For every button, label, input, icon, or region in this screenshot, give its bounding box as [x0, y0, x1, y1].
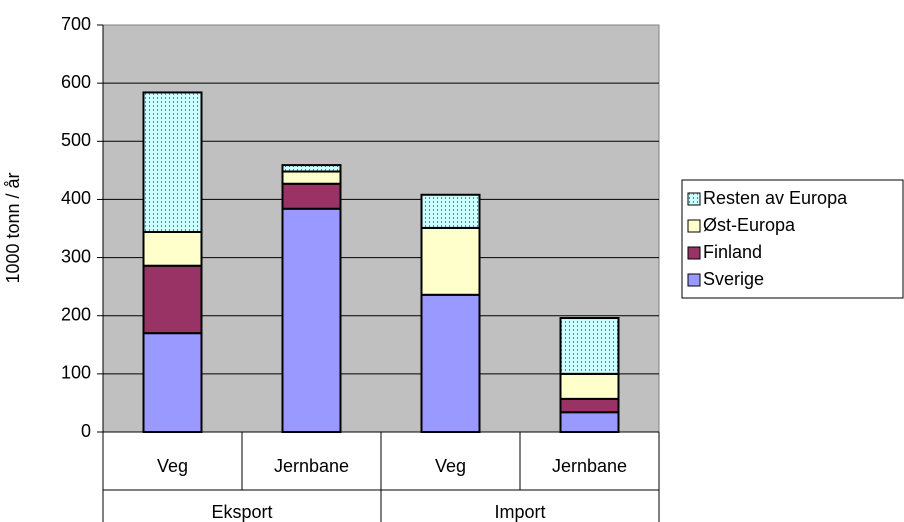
- x-tick-label: Veg: [157, 456, 188, 476]
- group-label: Eksport: [211, 502, 272, 522]
- x-tick-label: Jernbane: [552, 456, 627, 476]
- bar-segment: [142, 332, 203, 433]
- group-label: Import: [494, 502, 545, 522]
- bar-segment: [559, 397, 620, 414]
- bar-segment: [142, 264, 203, 335]
- bar-segment: [142, 230, 203, 267]
- bar-segment: [281, 207, 342, 433]
- y-tick-label: 300: [61, 246, 91, 266]
- y-axis-label: 1000 tonn / år: [3, 172, 23, 283]
- x-tick-label: Veg: [435, 456, 466, 476]
- legend-swatch: [687, 246, 701, 260]
- y-tick-label: 600: [61, 72, 91, 92]
- legend-label: Øst-Europa: [703, 215, 796, 235]
- x-tick-label: Jernbane: [274, 456, 349, 476]
- bar-segment: [559, 372, 620, 400]
- bar-segment: [281, 182, 342, 210]
- y-tick-label: 0: [81, 421, 91, 441]
- legend-swatch: [687, 192, 701, 206]
- y-tick-label: 700: [61, 14, 91, 34]
- bar-segment: [420, 193, 481, 229]
- bar-segment: [420, 226, 481, 296]
- bar-segment: [559, 317, 620, 375]
- legend-label: Resten av Europa: [703, 188, 848, 208]
- y-tick-label: 400: [61, 188, 91, 208]
- bar-segment: [420, 293, 481, 434]
- legend-label: Sverige: [703, 269, 764, 289]
- y-tick-label: 200: [61, 304, 91, 324]
- y-tick-label: 500: [61, 130, 91, 150]
- legend: [681, 179, 904, 299]
- legend-swatch: [687, 273, 701, 287]
- bar-segment: [281, 170, 342, 185]
- y-tick-label: 100: [61, 363, 91, 383]
- bar-segment: [281, 164, 342, 173]
- bar-segment: [142, 91, 203, 233]
- legend-label: Finland: [703, 242, 762, 262]
- bar-segment: [559, 411, 620, 433]
- legend-swatch: [687, 219, 701, 233]
